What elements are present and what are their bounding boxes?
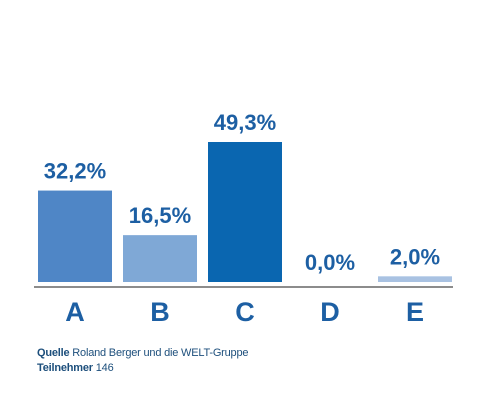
category-label-c: C <box>235 297 255 327</box>
participants-value: 146 <box>95 362 114 374</box>
value-labels-group: 32,2% 16,5% 49,3% 0,0% 2,0% <box>44 110 440 275</box>
participants-line: Teilnehmer 146 <box>37 361 248 376</box>
participants-label: Teilnehmer <box>37 362 93 374</box>
source-line: Quelle Roland Berger und die WELT-Gruppe <box>37 346 249 361</box>
category-label-d: D <box>320 297 340 327</box>
value-label-c: 49,3% <box>214 110 276 135</box>
bars-group <box>38 142 452 282</box>
value-label-e: 2,0% <box>390 244 440 269</box>
bar-b <box>123 235 197 282</box>
bar-a <box>38 190 112 282</box>
value-label-b: 16,5% <box>129 203 191 228</box>
bar-e <box>378 276 452 282</box>
source-text: Roland Berger und die WELT-Gruppe <box>72 347 249 359</box>
category-label-a: A <box>65 297 85 327</box>
value-label-a: 32,2% <box>44 159 106 184</box>
source-label: Quelle <box>37 347 70 359</box>
category-label-b: B <box>150 297 170 327</box>
bar-c <box>208 142 282 282</box>
source-note: Quelle Roland Berger und die WELT-Gruppe… <box>37 346 249 376</box>
value-label-d: 0,0% <box>305 250 355 275</box>
category-labels-group: A B C D E <box>65 297 424 327</box>
category-label-e: E <box>406 297 424 327</box>
